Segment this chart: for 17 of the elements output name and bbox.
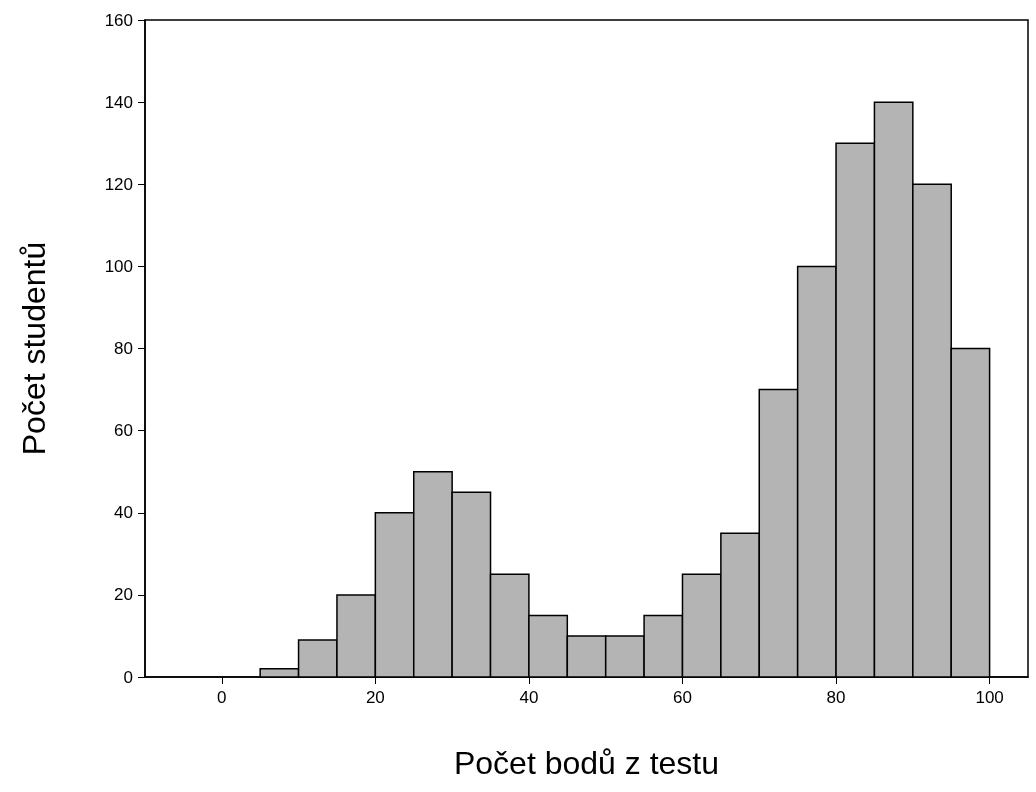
x-tick-label: 0 (217, 688, 227, 707)
y-tick-label: 0 (123, 667, 133, 687)
x-tick-label: 100 (975, 688, 1004, 707)
y-axis-title: Počet studentů (16, 241, 52, 456)
x-tick-label: 20 (365, 688, 385, 707)
x-tick-label: 60 (673, 688, 692, 707)
y-tick-label: 20 (114, 585, 133, 605)
x-tick-label: 80 (826, 688, 846, 707)
x-tick-label: 40 (519, 688, 539, 707)
y-tick-label: 40 (114, 503, 133, 523)
y-tick-label: 100 (104, 256, 133, 276)
y-tick-label: 160 (104, 10, 133, 30)
y-tick-label: 120 (104, 174, 133, 194)
y-tick-label: 80 (114, 339, 133, 358)
x-axis-title: Počet bodů z testu (453, 745, 720, 781)
y-tick-label: 140 (104, 92, 133, 112)
y-tick-label: 60 (114, 421, 133, 441)
